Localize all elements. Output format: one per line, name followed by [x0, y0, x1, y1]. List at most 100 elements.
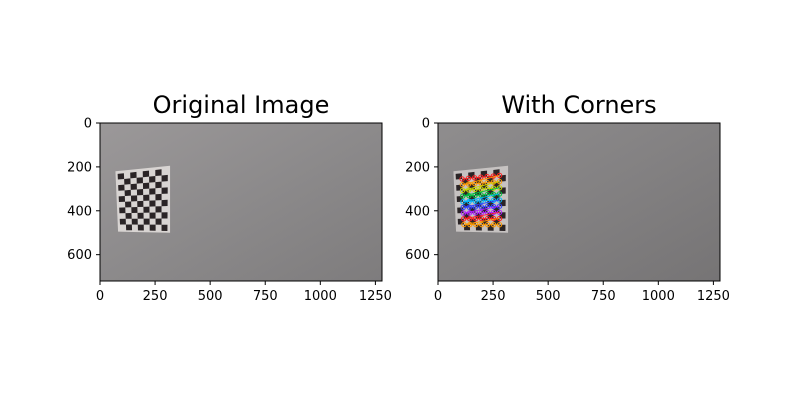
board-square [143, 218, 150, 225]
x-tick-label: 0 [434, 289, 442, 304]
x-tick-label: 500 [536, 289, 561, 304]
y-tick-label: 0 [84, 117, 92, 132]
board-square [142, 170, 150, 178]
x-tick-label: 250 [143, 289, 168, 304]
axes-ticks: 0 250 500 750 1000 1250 0 200 400 600 [405, 117, 730, 305]
corner-connector [474, 182, 482, 185]
axes-ticks: 0 250 500 750 1000 1250 0 200 400 600 [67, 117, 392, 305]
y-tick-label: 400 [405, 204, 430, 219]
board-square [118, 184, 125, 191]
corner-connector [462, 181, 500, 191]
corner-connector [463, 218, 500, 225]
panel-with-corners: With Corners 0 250 500 750 1000 1250 0 200 400 60… [405, 91, 730, 304]
y-tick-label: 400 [67, 204, 92, 219]
x-tick-label: 1250 [697, 289, 730, 304]
image-area-with-corners [438, 123, 720, 281]
board-square [130, 171, 137, 179]
board-square [149, 212, 156, 219]
board-square [124, 178, 131, 185]
board-square [161, 174, 168, 182]
board-square [117, 173, 125, 180]
board-square [499, 174, 506, 182]
corner-connector [487, 175, 494, 178]
board-square [456, 184, 463, 191]
board-square [457, 218, 464, 225]
board-square [149, 224, 156, 231]
corner-connector [474, 176, 481, 179]
panel-original: Original Image 0 250 500 750 1000 1250 0 200 400… [67, 91, 392, 304]
board-square [124, 189, 131, 197]
corner-connector [468, 183, 475, 185]
board-square [125, 224, 133, 231]
corner-connector [487, 181, 494, 184]
board-square [155, 218, 162, 225]
corner-connector [462, 187, 500, 197]
board-square [161, 199, 168, 207]
board-square [475, 224, 482, 231]
detected-corners-overlay [459, 172, 503, 228]
board-square [155, 206, 162, 213]
board-square [131, 207, 138, 213]
board-square [125, 201, 132, 208]
x-tick-label: 1250 [359, 289, 392, 304]
corner-connector [462, 174, 500, 186]
board-square [137, 200, 144, 208]
board-square [161, 212, 168, 219]
board-square [493, 169, 500, 177]
board-square [155, 181, 162, 189]
board-square [149, 176, 156, 183]
board-square [125, 212, 132, 219]
board-square [130, 183, 137, 190]
x-tick-label: 750 [591, 289, 616, 304]
board-square [487, 224, 494, 231]
corner-connector [463, 199, 500, 208]
board-square [137, 212, 144, 219]
board-square [161, 224, 168, 231]
image-area-original [100, 123, 382, 281]
x-tick-label: 500 [198, 289, 223, 304]
board-square [143, 206, 150, 213]
board-square [499, 187, 506, 194]
board-square [456, 196, 464, 202]
board-square [137, 224, 144, 231]
checkerboard [115, 165, 171, 233]
y-tick-label: 200 [67, 160, 92, 175]
corner-connector [480, 176, 488, 178]
board-square [119, 207, 126, 214]
x-tick-label: 1000 [304, 289, 337, 304]
x-tick-label: 250 [481, 289, 506, 304]
board-square [142, 182, 150, 190]
board-square [136, 189, 144, 196]
board-square [463, 224, 471, 231]
corner-point [496, 178, 503, 185]
board-square [149, 200, 156, 207]
corner-connector [480, 182, 488, 184]
x-tick-label: 750 [253, 289, 278, 304]
board-square [455, 173, 463, 180]
x-tick-label: 0 [96, 289, 104, 304]
corner-connector [462, 183, 469, 186]
corner-connector [462, 193, 500, 203]
board-square [155, 169, 162, 177]
x-tick-label: 1000 [642, 289, 675, 304]
y-tick-label: 200 [405, 160, 430, 175]
y-tick-label: 600 [67, 248, 92, 263]
corner-connector [463, 211, 500, 220]
y-tick-label: 0 [422, 117, 430, 132]
board-square [119, 218, 126, 225]
board-square [118, 196, 126, 202]
corner-point [496, 172, 503, 179]
corner-connector [463, 205, 500, 214]
board-square [499, 199, 506, 207]
board-square [149, 188, 156, 195]
y-tick-label: 600 [405, 248, 430, 263]
board-square [155, 193, 162, 201]
axes-frame [437, 122, 721, 282]
panel-title: Original Image [153, 91, 330, 119]
board-square [131, 218, 138, 225]
board-square [161, 187, 168, 194]
board-square [499, 224, 506, 231]
board-square [130, 195, 138, 202]
corner-connector [468, 177, 475, 179]
